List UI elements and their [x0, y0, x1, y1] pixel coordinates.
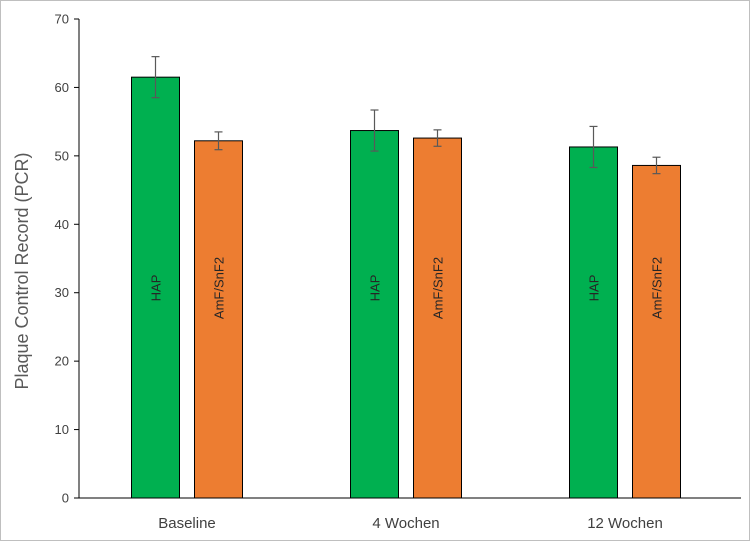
y-tick-label: 40	[55, 217, 69, 232]
bar-hap-1	[131, 76, 180, 499]
y-tick-label: 10	[55, 422, 69, 437]
y-tick-label: 70	[55, 12, 69, 27]
x-axis-labels: Baseline 4 Wochen 12 Wochen	[158, 515, 663, 532]
y-axis-title: Plaque Control Record (PCR)	[12, 152, 32, 389]
y-tick-label: 50	[55, 148, 69, 163]
x-category-label: Baseline	[158, 515, 216, 532]
bar-label: AmF/SnF2	[431, 257, 446, 319]
bar-amf-snf2-2	[413, 137, 462, 499]
y-tick-label: 60	[55, 80, 69, 95]
axes-group	[78, 19, 741, 499]
bar-hap-3	[569, 146, 618, 499]
y-tick-label: 20	[55, 354, 69, 369]
bar-amf-snf2-1	[194, 140, 243, 499]
y-tick-label: 30	[55, 285, 69, 300]
x-category-label: 4 Wochen	[372, 515, 439, 532]
y-tick-label: 0	[62, 491, 69, 506]
y-axis-ticks: 0 10 20 30 40 50 60 70	[55, 12, 79, 506]
bar-label: HAP	[368, 275, 383, 302]
bar-hap-2	[350, 130, 399, 499]
bar-label: AmF/SnF2	[212, 257, 227, 319]
bars-group: HAP HAP HAP AmF/SnF2 AmF/SnF2 AmF/SnF2	[131, 56, 681, 499]
bar-amf-snf2-3	[632, 164, 681, 499]
x-category-label: 12 Wochen	[587, 515, 663, 532]
bar-label: AmF/SnF2	[650, 257, 665, 319]
bar-label: HAP	[587, 275, 602, 302]
bar-label: HAP	[149, 275, 164, 302]
